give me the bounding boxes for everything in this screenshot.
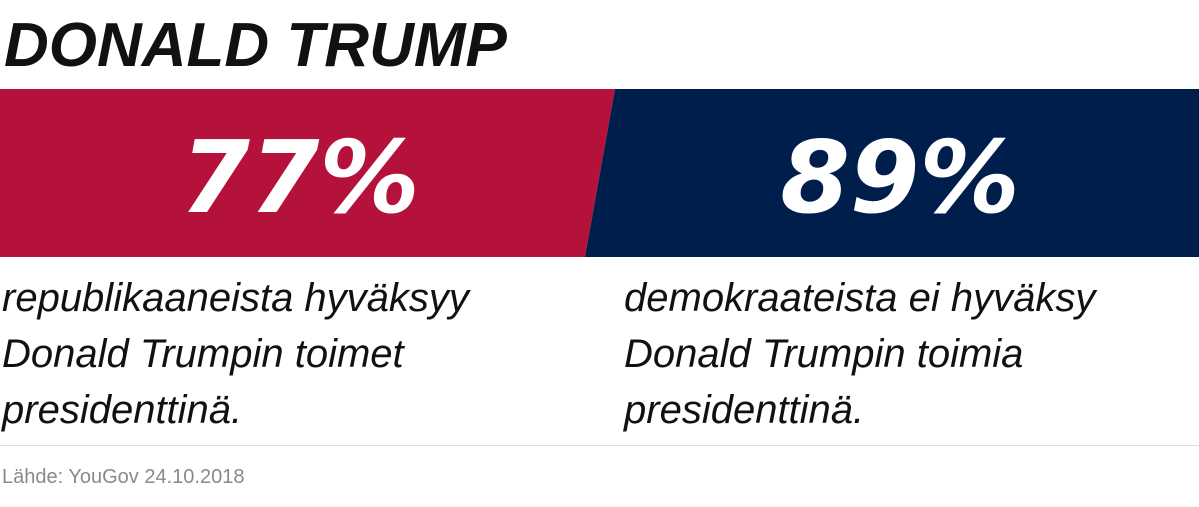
bar-republicans: [0, 89, 615, 257]
caption-republicans: republikaaneista hyväksyy Donald Trumpin…: [2, 270, 469, 438]
caption-line: demokraateista ei hyväksy: [624, 276, 1096, 320]
bar-democrats: [585, 89, 1199, 257]
caption-line: presidenttinä.: [2, 388, 243, 432]
chart-title: DONALD TRUMP: [4, 11, 507, 80]
stat-bars: 77% 89%: [0, 89, 1199, 257]
caption-line: presidenttinä.: [624, 388, 865, 432]
source-note: Lähde: YouGov 24.10.2018: [2, 466, 245, 488]
caption-line: Donald Trumpin toimia: [624, 332, 1024, 376]
caption-democrats: demokraateista ei hyväksy Donald Trumpin…: [624, 270, 1095, 438]
value-label-republicans: 77%: [180, 119, 419, 236]
caption-line: republikaaneista hyväksyy: [2, 276, 469, 320]
caption-line: Donald Trumpin toimet: [2, 332, 404, 376]
value-label-democrats: 89%: [780, 119, 1019, 236]
divider: [0, 445, 1199, 446]
